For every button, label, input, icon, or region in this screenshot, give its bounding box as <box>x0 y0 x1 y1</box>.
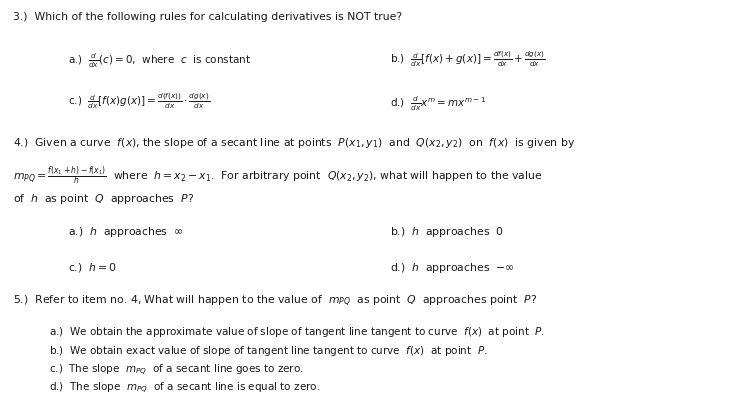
Text: d.)  $h$  approaches  $-\infty$: d.) $h$ approaches $-\infty$ <box>390 261 514 275</box>
Text: b.)  $h$  approaches  $0$: b.) $h$ approaches $0$ <box>390 225 504 239</box>
Text: b.)  We obtain exact value of slope of tangent line tangent to curve  $f(x)$  at: b.) We obtain exact value of slope of ta… <box>49 344 488 357</box>
Text: a.)  $h$  approaches  $\infty$: a.) $h$ approaches $\infty$ <box>68 225 183 239</box>
Text: of  $h$  as point  $Q$  approaches  $P$?: of $h$ as point $Q$ approaches $P$? <box>13 192 194 205</box>
Text: d.)  The slope  $m_{PQ}$  of a secant line is equal to zero.: d.) The slope $m_{PQ}$ of a secant line … <box>49 381 320 395</box>
Text: 4.)  Given a curve  $f(x)$, the slope of a secant line at points  $P(x_1, y_1)$ : 4.) Given a curve $f(x)$, the slope of a… <box>13 136 576 150</box>
Text: c.)  The slope  $m_{PQ}$  of a secant line goes to zero.: c.) The slope $m_{PQ}$ of a secant line … <box>49 363 304 378</box>
Text: a.)  We obtain the approximate value of slope of tangent line tangent to curve  : a.) We obtain the approximate value of s… <box>49 325 545 339</box>
Text: 5.)  Refer to item no. 4, What will happen to the value of  $m_{PQ}$  as point  : 5.) Refer to item no. 4, What will happe… <box>13 294 538 309</box>
Text: $m_{PQ} = \frac{f(x_1+h)-f(x_1)}{h}$  where  $h = x_2 - x_1$.  For arbitrary poi: $m_{PQ} = \frac{f(x_1+h)-f(x_1)}{h}$ whe… <box>13 164 543 187</box>
Text: a.)  $\frac{d}{dx}(c) = 0$,  where  $c$  is constant: a.) $\frac{d}{dx}(c) = 0$, where $c$ is … <box>68 51 251 70</box>
Text: b.)  $\frac{d}{dx}[f(x) + g(x)] = \frac{df(x)}{dx} + \frac{dg(x)}{dx}$: b.) $\frac{d}{dx}[f(x) + g(x)] = \frac{d… <box>390 49 545 69</box>
Text: d.)  $\frac{d}{dx}x^{m} = mx^{m-1}$: d.) $\frac{d}{dx}x^{m} = mx^{m-1}$ <box>390 95 486 113</box>
Text: c.)  $\frac{d}{dx}[f(x)g(x)] = \frac{d(f(x))}{dx} \cdot \frac{dg(x)}{dx}$: c.) $\frac{d}{dx}[f(x)g(x)] = \frac{d(f(… <box>68 91 209 111</box>
Text: 3.)  Which of the following rules for calculating derivatives is NOT true?: 3.) Which of the following rules for cal… <box>13 12 403 22</box>
Text: c.)  $h = 0$: c.) $h = 0$ <box>68 261 116 274</box>
